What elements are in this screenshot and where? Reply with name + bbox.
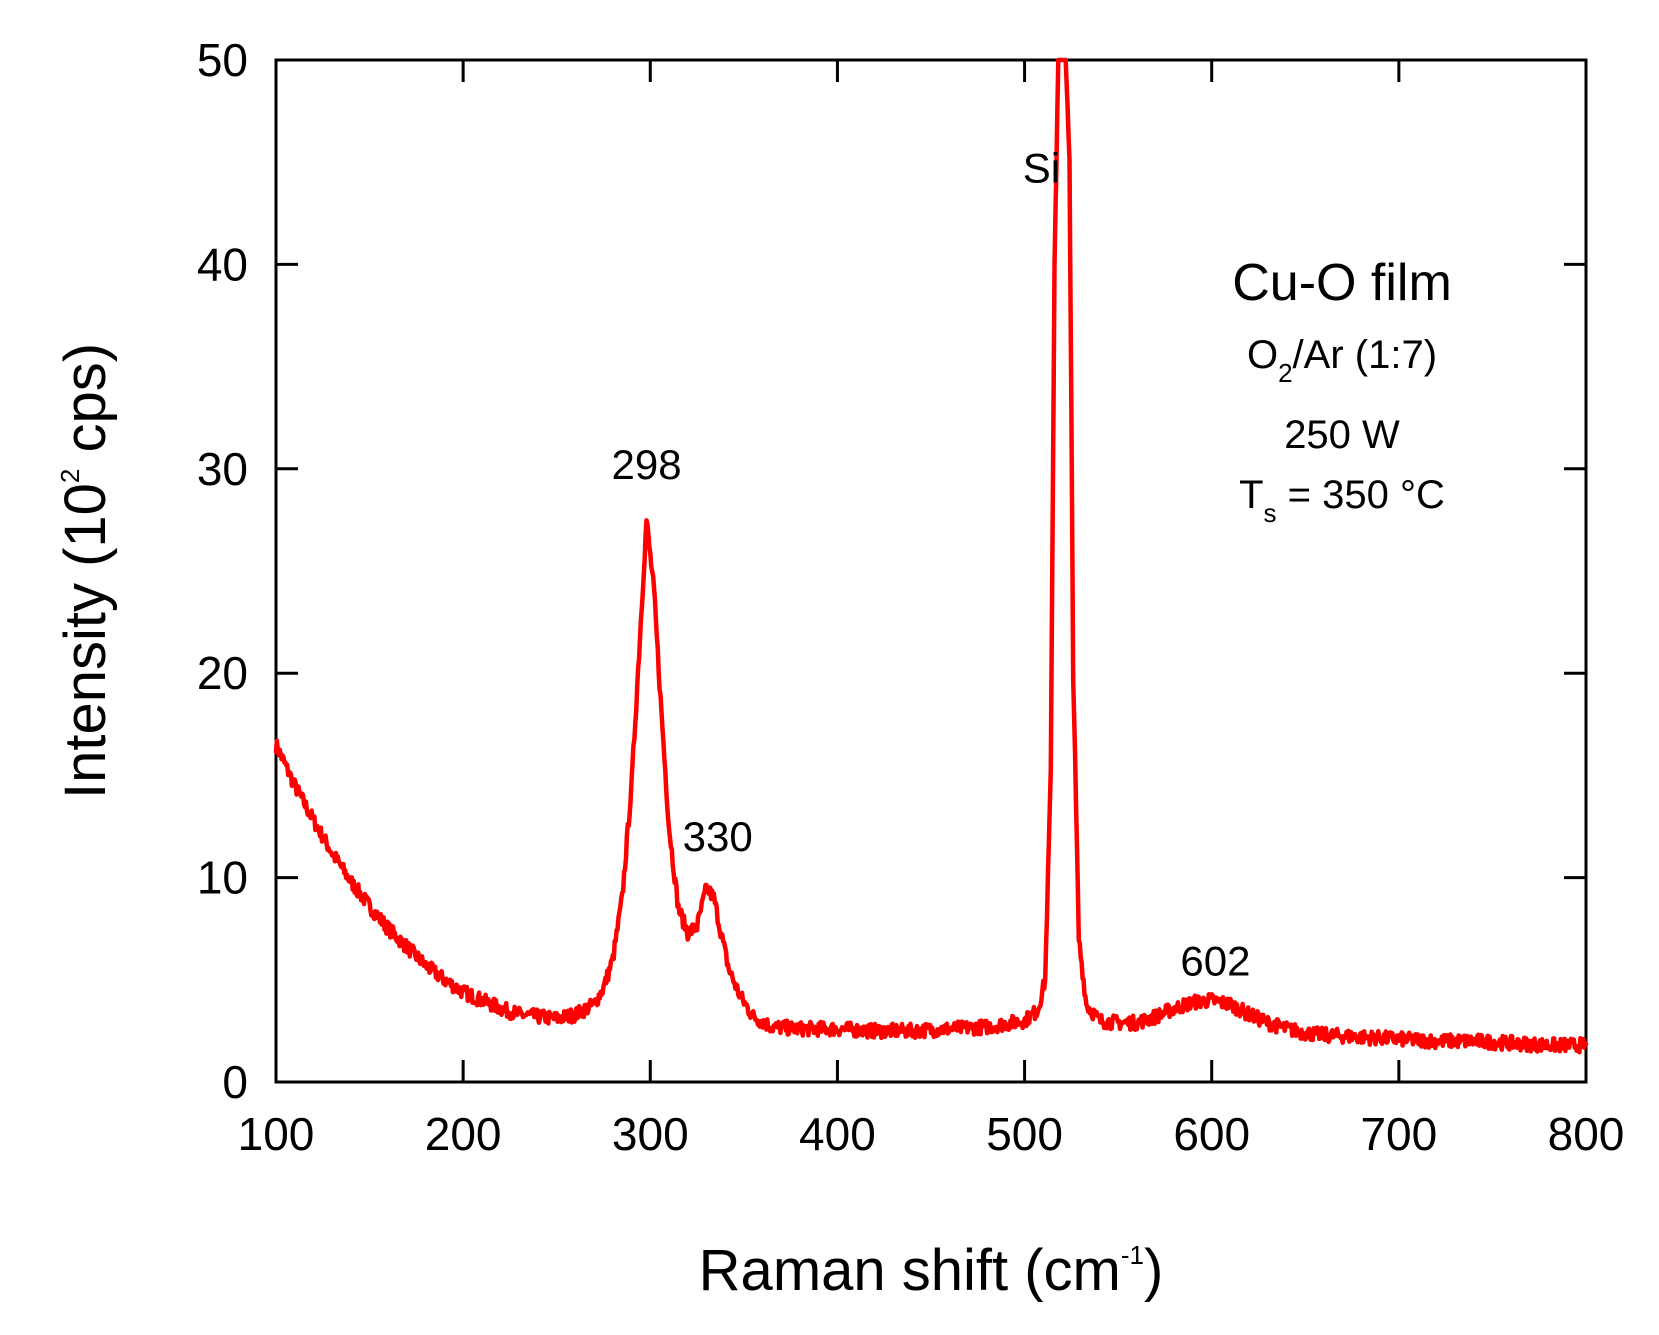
y-tick-label-10: 10 xyxy=(197,852,248,904)
annotation-power: 250 W xyxy=(1284,413,1400,457)
series-line-cu-o-film xyxy=(273,57,1589,1055)
annotation-temp-prefix: T xyxy=(1239,473,1263,517)
x-axis-label-tail: ) xyxy=(1144,1238,1163,1303)
y-tick-label-40: 40 xyxy=(197,238,248,290)
peak-labels: 298 330 Si 602 xyxy=(612,145,1251,985)
y-tick-label-0: 0 xyxy=(222,1056,248,1108)
y-axis-label: Intensity (102 cps) xyxy=(53,343,118,799)
annotation-gas: O2/Ar (1:7) xyxy=(1247,333,1437,388)
peak-label-si: Si xyxy=(1023,145,1060,192)
x-axis-label-sup: -1 xyxy=(1121,1240,1144,1270)
y-tick-label-20: 20 xyxy=(197,647,248,699)
y-axis-label-tail: cps) xyxy=(53,343,118,469)
annotation-temp-sub: s xyxy=(1264,498,1277,528)
peak-label-602: 602 xyxy=(1180,938,1250,985)
x-tick-label-400: 400 xyxy=(799,1108,876,1160)
x-tick-label-200: 200 xyxy=(425,1108,502,1160)
peak-label-330: 330 xyxy=(683,813,753,860)
x-tick-label-600: 600 xyxy=(1173,1108,1250,1160)
annotation-gas-prefix: O xyxy=(1247,333,1278,377)
y-tick-label-50: 50 xyxy=(197,34,248,86)
annotation-temp-suffix: = 350 °C xyxy=(1277,473,1445,517)
y-axis-label-sup: 2 xyxy=(55,469,85,483)
axis-ticks xyxy=(274,58,1588,1084)
x-axis-label: Raman shift (cm-1) xyxy=(699,1238,1164,1303)
annotation-title: Cu-O film xyxy=(1232,254,1452,312)
tick-labels: 100 200 300 400 500 600 700 800 0 10 20 30 40 50 xyxy=(197,34,1625,1160)
x-tick-label-800: 800 xyxy=(1548,1108,1625,1160)
annotation-gas-sub: 2 xyxy=(1278,358,1292,388)
annotation-gas-suffix: /Ar (1:7) xyxy=(1293,333,1437,377)
x-axis-label-text: Raman shift (cm xyxy=(699,1238,1121,1303)
annotation-block: Cu-O film O2/Ar (1:7) 250 W Ts = 350 °C xyxy=(1232,254,1452,528)
annotation-temperature: Ts = 350 °C xyxy=(1239,473,1445,528)
x-tick-label-100: 100 xyxy=(238,1108,315,1160)
x-tick-label-700: 700 xyxy=(1360,1108,1437,1160)
x-tick-label-500: 500 xyxy=(986,1108,1063,1160)
peak-label-298: 298 xyxy=(612,441,682,488)
y-axis-label-text: Intensity (10 xyxy=(53,483,118,799)
x-tick-label-300: 300 xyxy=(612,1108,689,1160)
y-tick-label-30: 30 xyxy=(197,443,248,495)
plot-frame xyxy=(274,58,1588,1084)
